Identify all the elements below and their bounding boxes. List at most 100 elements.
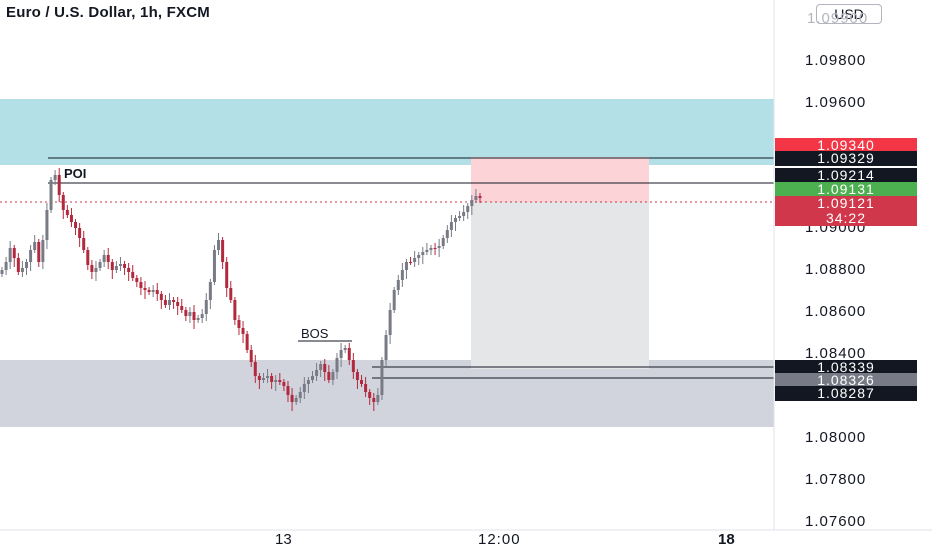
candle-body xyxy=(25,262,29,268)
candle-body xyxy=(233,300,237,320)
candle-body xyxy=(139,282,143,288)
price-tick: 1.07600 xyxy=(805,513,867,530)
candle-body xyxy=(384,335,388,360)
candle-body xyxy=(310,376,314,380)
candle-body xyxy=(470,200,474,206)
candle-body xyxy=(37,242,41,262)
time-tick: 12:00 xyxy=(478,531,521,548)
candle-body xyxy=(131,272,135,278)
candle-body xyxy=(331,372,335,380)
candle-body xyxy=(429,248,433,250)
candle-body xyxy=(282,382,286,386)
candle-body xyxy=(298,392,302,398)
symbol-title[interactable]: Euro / U.S. Dollar, 1h, FXCM xyxy=(6,4,210,21)
candle-body xyxy=(212,250,216,282)
candle-body xyxy=(147,290,151,292)
candle-body xyxy=(421,252,425,255)
supply-zone xyxy=(0,99,774,165)
poi-label: POI xyxy=(64,166,87,181)
candle-body xyxy=(53,175,57,180)
candle-body xyxy=(437,246,441,248)
candle-body xyxy=(372,398,376,402)
price-tick: 1.09900 xyxy=(807,10,869,27)
candle-body xyxy=(253,362,257,376)
price-tag: 1.09329 xyxy=(775,151,917,166)
price-tag: 1.09214 xyxy=(775,168,917,183)
candle-body xyxy=(347,348,351,360)
candle-body xyxy=(118,264,122,266)
candle-body xyxy=(400,270,404,280)
candle-body xyxy=(355,372,359,380)
candle-body xyxy=(278,380,282,382)
candlestick-series xyxy=(0,168,482,411)
candle-body xyxy=(315,370,319,376)
candle-body xyxy=(159,294,163,300)
candle-body xyxy=(335,358,339,372)
candle-body xyxy=(180,306,184,310)
candle-body xyxy=(458,216,462,218)
candle-body xyxy=(184,310,188,316)
candle-body xyxy=(74,222,78,228)
price-tick: 1.07800 xyxy=(805,471,867,488)
take-profit-zone xyxy=(471,202,649,369)
candle-body xyxy=(86,250,90,265)
candle-body xyxy=(413,258,417,262)
currency-button[interactable]: USD xyxy=(816,4,882,24)
candle-body xyxy=(20,268,24,272)
price-tag: 1.08287 xyxy=(775,386,917,401)
candle-body xyxy=(343,348,347,350)
candle-body xyxy=(294,398,298,402)
time-tick: 13 xyxy=(275,531,292,548)
candle-body xyxy=(396,280,400,290)
price-tag: 1.09121 xyxy=(775,196,917,211)
candle-body xyxy=(417,255,421,258)
candle-body xyxy=(302,384,306,392)
candle-body xyxy=(0,270,4,274)
price-tag: 1.09340 xyxy=(775,138,917,153)
candle-body xyxy=(286,386,290,395)
candle-body xyxy=(123,264,127,268)
candle-body xyxy=(237,320,241,328)
candle-body xyxy=(163,300,167,305)
candle-body xyxy=(188,312,192,316)
candle-body xyxy=(368,392,372,398)
candle-body xyxy=(306,380,310,384)
candle-body xyxy=(78,228,82,238)
candle-body xyxy=(8,248,12,262)
candle-body xyxy=(466,206,470,212)
candle-body xyxy=(12,248,16,258)
candle-body xyxy=(478,196,482,198)
candle-body xyxy=(204,300,208,314)
candle-body xyxy=(327,372,331,380)
candle-body xyxy=(261,378,265,380)
price-tick: 1.09600 xyxy=(805,94,867,111)
candle-body xyxy=(290,395,294,402)
candle-body xyxy=(16,258,20,272)
candle-body xyxy=(217,240,221,250)
candle-body xyxy=(376,395,380,402)
candle-body xyxy=(404,262,408,270)
candle-body xyxy=(392,290,396,310)
candle-body xyxy=(196,318,200,320)
price-tag: 1.09131 xyxy=(775,182,917,197)
candle-body xyxy=(445,230,449,238)
candle-body xyxy=(114,266,118,270)
candle-body xyxy=(351,360,355,372)
candle-body xyxy=(151,290,155,292)
candle-body xyxy=(266,376,270,378)
candle-body xyxy=(200,314,204,318)
price-tick: 1.09800 xyxy=(805,52,867,69)
price-tick: 1.08600 xyxy=(805,303,867,320)
candle-body xyxy=(474,196,478,200)
candle-body xyxy=(433,248,437,249)
candle-body xyxy=(360,380,364,384)
candle-body xyxy=(380,360,384,395)
candle-body xyxy=(69,215,73,222)
candle-body xyxy=(172,300,176,302)
candle-body xyxy=(155,290,159,294)
candle-body xyxy=(168,300,172,305)
candle-body xyxy=(319,364,323,370)
candle-body xyxy=(176,302,180,306)
candle-body xyxy=(249,350,253,362)
